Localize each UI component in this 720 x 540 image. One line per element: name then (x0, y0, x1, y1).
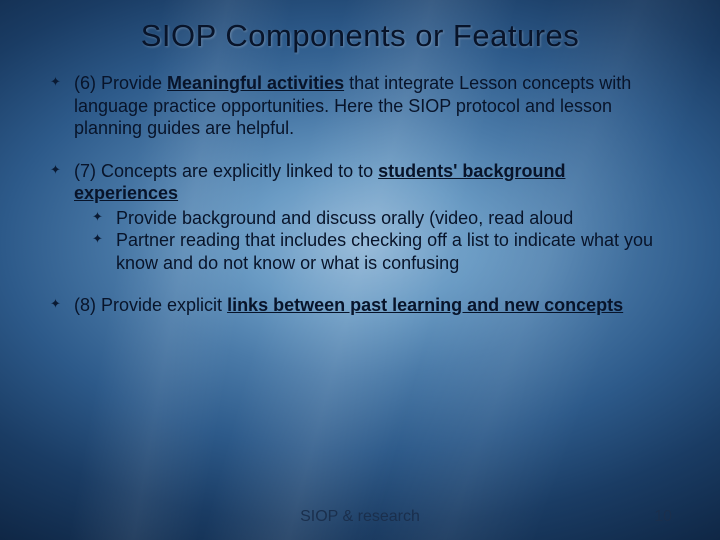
list-item-text: (7) Concepts are explicitly linked to to (74, 161, 378, 181)
list-item-text: (6) Provide (74, 73, 167, 93)
emphasis-text: links between past learning and new conc… (227, 295, 623, 315)
list-item-text: Partner reading that includes checking o… (116, 230, 653, 273)
slide-title: SIOP Components or Features (48, 18, 672, 54)
slide: SIOP Components or Features (6) Provide … (0, 0, 720, 540)
list-item-text: Provide background and discuss orally (v… (116, 208, 573, 228)
list-item: (7) Concepts are explicitly linked to to… (48, 160, 672, 275)
list-item-text: (8) Provide explicit (74, 295, 227, 315)
footer-text: SIOP & research (0, 508, 720, 526)
page-number: 10 (654, 508, 672, 526)
emphasis-text: Meaningful activities (167, 73, 344, 93)
bullet-list: (6) Provide Meaningful activities that i… (48, 72, 672, 317)
list-item: Provide background and discuss orally (v… (92, 207, 672, 230)
list-item: Partner reading that includes checking o… (92, 229, 672, 274)
sub-bullet-list: Provide background and discuss orally (v… (74, 207, 672, 275)
list-item: (6) Provide Meaningful activities that i… (48, 72, 672, 140)
list-item: (8) Provide explicit links between past … (48, 294, 672, 317)
